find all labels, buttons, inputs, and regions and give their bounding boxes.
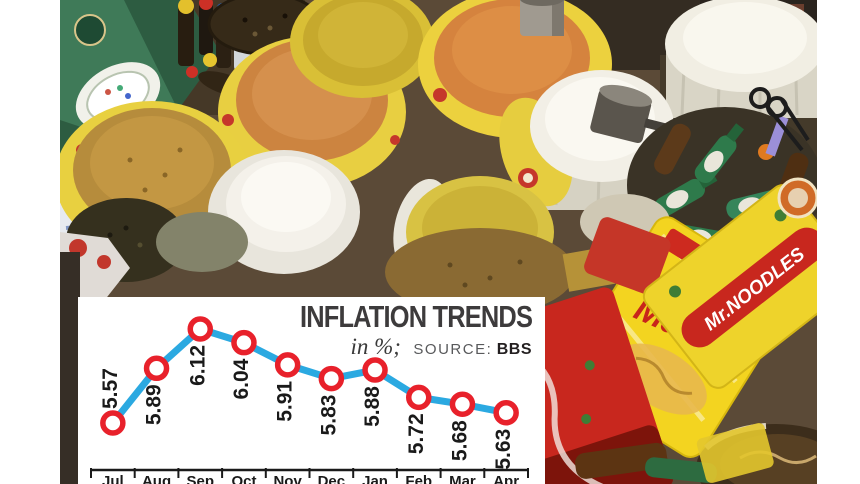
data-point-value-label: 6.04 xyxy=(230,358,253,399)
chart-subtitle: in %; SOURCE: BBS xyxy=(249,334,532,360)
data-point-marker xyxy=(449,391,476,417)
x-axis-month-label: Nov xyxy=(273,473,302,484)
photo-round-seal xyxy=(777,177,817,219)
photo-white-tub-right xyxy=(665,0,817,119)
data-point-marker xyxy=(493,399,519,426)
data-point-marker xyxy=(231,329,257,356)
x-axis-month-label: Jul xyxy=(102,473,124,484)
x-axis-month-label: Jan xyxy=(362,473,388,484)
chart-header: INFLATION TRENDS in %; SOURCE: BBS xyxy=(249,299,533,360)
inflation-line-chart: Jul Aug Sep Oct Nov Dec Jan Feb Mar Apr 5.57 5.89 6.… xyxy=(90,316,529,484)
x-axis-month-label: Sep xyxy=(186,473,214,484)
chart-source-label: SOURCE: xyxy=(413,341,493,358)
photo-scissors xyxy=(749,87,810,152)
data-point-value-label: 5.72 xyxy=(405,413,428,454)
x-axis-month-label: Aug xyxy=(142,473,171,484)
x-axis-month-label: Oct xyxy=(231,473,256,484)
x-axis-month-label: Apr xyxy=(493,473,519,484)
market-photo: Maggi Mr.NOODLES xyxy=(60,0,817,484)
inflation-line xyxy=(109,325,510,427)
photo-red-packet-small xyxy=(584,217,671,295)
photo-white-tub-center xyxy=(499,70,674,210)
chart-title: INFLATION TRENDS xyxy=(299,299,533,334)
photo-bottom-misc xyxy=(575,423,774,483)
data-point-marker xyxy=(100,410,126,436)
chart-unit-note: in %; xyxy=(350,334,401,359)
chart-source-value: BBS xyxy=(496,341,532,358)
data-point-value-label: 5.89 xyxy=(143,384,166,425)
data-point-marker xyxy=(274,352,301,378)
photo-dal-yellow xyxy=(290,0,434,98)
photo-grains-brown xyxy=(385,228,575,316)
data-point-marker xyxy=(362,357,388,383)
photo-dark-edge xyxy=(60,252,80,484)
inflation-chart-panel: INFLATION TRENDS in %; SOURCE: BBS Jul Au… xyxy=(78,297,545,484)
photo-mr-noodles-packet: Mr.NOODLES xyxy=(642,184,817,389)
x-axis-month-label: Dec xyxy=(318,473,346,484)
x-axis-month-label: Mar xyxy=(449,473,476,484)
data-point-value-label: 5.68 xyxy=(448,420,471,461)
data-point-value-label: 5.91 xyxy=(274,381,297,422)
data-point-value-label: 5.63 xyxy=(492,429,515,470)
data-point-value-label: 5.57 xyxy=(99,368,122,409)
x-axis-month-label: Feb xyxy=(405,473,432,484)
data-point-marker xyxy=(406,384,432,411)
data-point-value-label: 6.12 xyxy=(186,345,209,386)
photo-grains-grey xyxy=(156,212,248,272)
data-point-marker xyxy=(143,355,170,382)
data-point-marker xyxy=(318,365,345,392)
data-point-value-label: 5.88 xyxy=(361,386,384,427)
data-point-value-label: 5.83 xyxy=(317,395,340,436)
photo-metal-scoop-2 xyxy=(590,84,666,144)
data-point-marker xyxy=(187,316,213,342)
